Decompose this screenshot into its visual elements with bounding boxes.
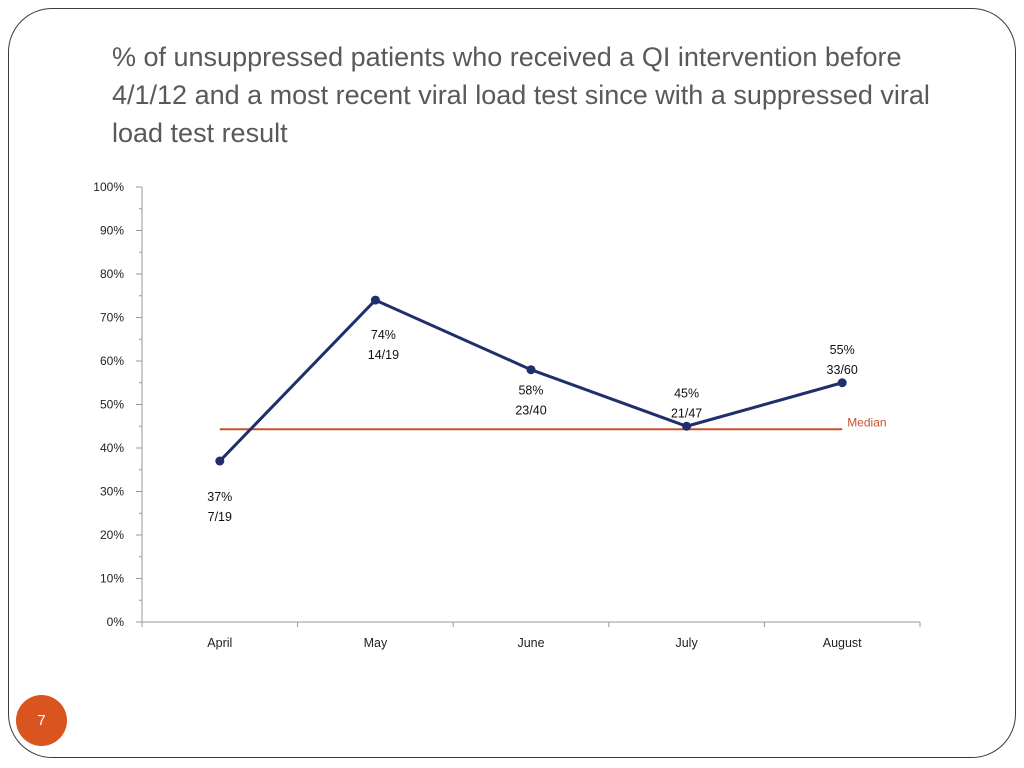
y-tick-label: 60% bbox=[100, 354, 124, 368]
series-line bbox=[218, 298, 843, 463]
x-tick-label: August bbox=[823, 636, 862, 650]
x-tick-label: July bbox=[675, 636, 698, 650]
data-label-percent: 74% bbox=[371, 328, 396, 342]
x-tick-label: April bbox=[207, 636, 232, 650]
data-label-percent: 58% bbox=[518, 384, 543, 398]
data-point bbox=[837, 378, 847, 388]
data-labels-layer: 37% 7/19 74% 14/19 58% 23/40 45% 21/47 55% 33/60 bbox=[207, 328, 858, 524]
data-point bbox=[370, 295, 380, 305]
median-layer: Median bbox=[219, 415, 887, 431]
data-label-fraction: 14/19 bbox=[368, 348, 399, 362]
slide-title: % of unsuppressed patients who received … bbox=[112, 42, 930, 148]
y-tick-label: 0% bbox=[107, 615, 125, 629]
chart-axes: 0% 10% 20% 30% 40% 50% 60% 70% 80% 90% 100% April Ma… bbox=[93, 180, 921, 650]
y-tick-label: 40% bbox=[100, 441, 124, 455]
data-label-percent: 37% bbox=[207, 490, 232, 504]
y-tick-label: 10% bbox=[100, 572, 124, 586]
data-label-fraction: 21/47 bbox=[671, 406, 702, 420]
data-label-percent: 55% bbox=[830, 343, 855, 357]
y-tick-label: 30% bbox=[100, 485, 124, 499]
y-tick-label: 100% bbox=[93, 180, 124, 194]
x-tick-label: June bbox=[517, 636, 544, 650]
median-label: Median bbox=[847, 415, 886, 429]
y-tick-label: 50% bbox=[100, 398, 124, 412]
y-tick-label: 90% bbox=[100, 224, 124, 238]
data-label-fraction: 33/60 bbox=[827, 363, 858, 377]
page-number-badge: 7 bbox=[16, 695, 67, 746]
series-layer bbox=[215, 295, 847, 466]
data-label-percent: 45% bbox=[674, 386, 699, 400]
y-tick-label: 70% bbox=[100, 311, 124, 325]
data-label-fraction: 7/19 bbox=[208, 510, 232, 524]
slide-frame bbox=[8, 8, 1016, 758]
data-point bbox=[526, 365, 536, 375]
data-point bbox=[682, 421, 692, 431]
data-label-fraction: 23/40 bbox=[515, 404, 546, 418]
x-tick-label: May bbox=[364, 636, 388, 650]
y-tick-label: 20% bbox=[100, 528, 124, 542]
y-tick-label: 80% bbox=[100, 267, 124, 281]
data-point bbox=[215, 456, 225, 466]
